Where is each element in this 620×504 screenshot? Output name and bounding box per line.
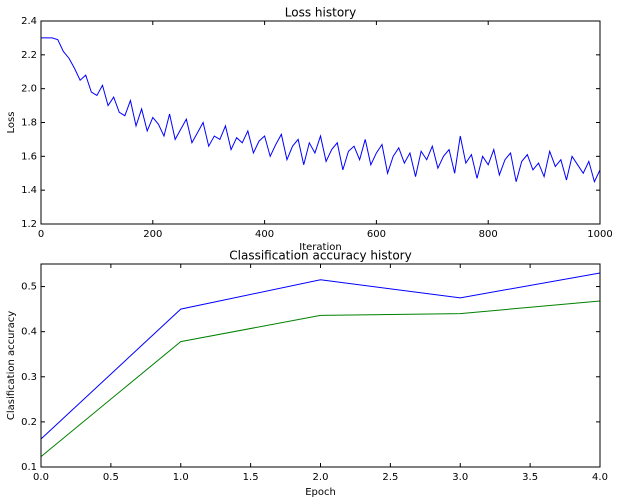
x-tick-label: 800	[479, 229, 498, 240]
plot-frame	[40, 20, 601, 225]
x-axis-label: Iteration	[299, 242, 341, 253]
chart-title: Classification accuracy history	[229, 249, 411, 263]
chart-title: Loss history	[285, 6, 356, 20]
y-axis-label: Clasification accuracy	[6, 311, 17, 420]
x-tick-label: 2.0	[313, 472, 329, 483]
y-tick-label: 1.8	[21, 118, 37, 129]
series-line	[40, 300, 601, 458]
x-tick-label: 3.5	[522, 472, 538, 483]
x-tick-label: 2.5	[382, 472, 398, 483]
x-tick-label: 1.5	[243, 472, 259, 483]
y-axis-label: Loss	[6, 112, 17, 134]
y-tick-label: 0.2	[21, 417, 37, 428]
y-tick-label: 0.3	[21, 372, 37, 383]
y-tick-label: 1.4	[21, 185, 37, 196]
x-tick-label: 600	[367, 229, 386, 240]
series-line	[40, 272, 601, 440]
series-line	[41, 37, 601, 184]
x-tick-label: 1000	[587, 229, 612, 240]
y-tick-label: 0.4	[21, 327, 37, 338]
x-tick-label: 0.5	[103, 472, 119, 483]
y-tick-label: 0.5	[21, 282, 37, 293]
y-tick-label: 0.1	[21, 462, 37, 473]
x-tick-label: 3.0	[452, 472, 468, 483]
x-tick-label: 0.0	[33, 472, 49, 483]
x-tick-label: 1.0	[173, 472, 189, 483]
x-tick-label: 400	[255, 229, 274, 240]
x-axis-label: Epoch	[305, 487, 336, 498]
x-tick-label: 200	[143, 229, 162, 240]
y-tick-label: 1.2	[21, 219, 37, 230]
x-tick-label: 0	[38, 229, 44, 240]
x-tick-label: 4.0	[592, 472, 608, 483]
plot-frame	[40, 263, 601, 468]
y-tick-label: 1.6	[21, 151, 37, 162]
y-tick-label: 2.0	[21, 84, 37, 95]
y-tick-label: 2.4	[21, 16, 37, 27]
y-tick-label: 2.2	[21, 50, 37, 61]
